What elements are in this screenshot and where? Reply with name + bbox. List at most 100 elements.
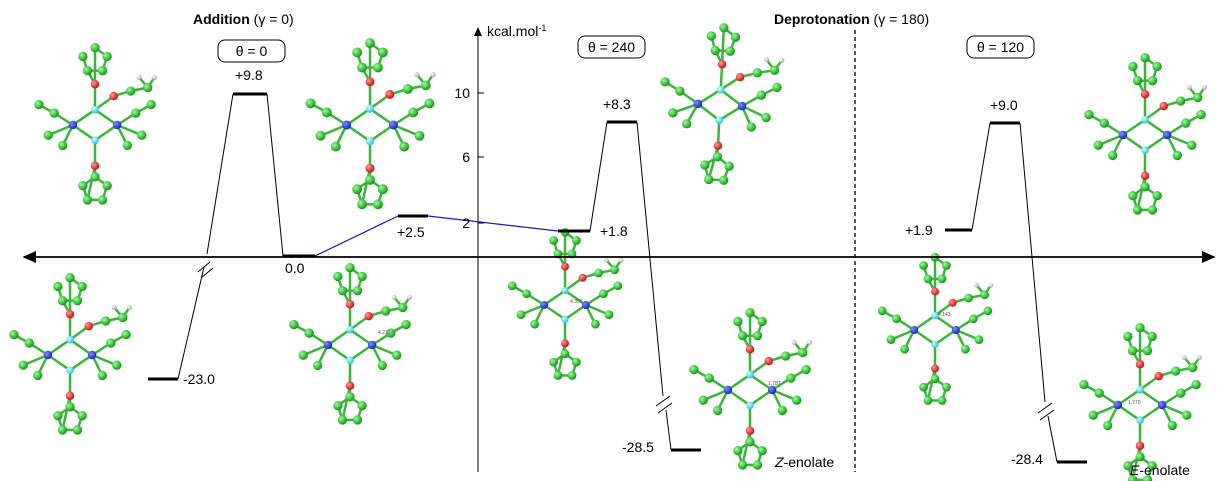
atom — [91, 106, 99, 114]
atom — [98, 66, 107, 75]
atom — [572, 236, 581, 245]
atom — [333, 272, 342, 281]
atom — [561, 287, 568, 294]
atom — [83, 195, 92, 204]
atom — [373, 199, 383, 209]
atom — [322, 107, 332, 117]
atom — [713, 152, 722, 161]
atom — [561, 316, 568, 323]
atom — [357, 272, 366, 281]
atom — [106, 338, 115, 347]
atom — [91, 136, 99, 144]
deprotonation-title: Deprotonation (γ = 180) — [774, 11, 929, 27]
atom — [689, 365, 698, 374]
atom — [338, 415, 347, 424]
atom — [366, 137, 374, 145]
atom — [1128, 62, 1137, 71]
atom — [717, 86, 725, 94]
level-label: -28.4 — [1011, 451, 1043, 467]
atom — [961, 345, 970, 354]
atom — [931, 374, 940, 383]
panel-label: θ = 240 — [588, 39, 635, 55]
atom — [1148, 76, 1157, 85]
atom — [561, 349, 570, 358]
atom — [58, 296, 67, 305]
atom — [713, 406, 722, 415]
atom — [605, 310, 614, 319]
atom — [1133, 205, 1142, 214]
atom — [757, 90, 766, 99]
tick-label: 2 — [462, 215, 470, 231]
level-label: -28.5 — [622, 439, 654, 455]
blue-connector — [315, 216, 558, 256]
molecule — [508, 228, 624, 380]
atom — [540, 301, 548, 309]
atom — [1163, 131, 1172, 140]
atom — [91, 80, 100, 89]
atom — [78, 52, 87, 61]
title-bold: Deprotonation — [774, 11, 870, 27]
atom — [9, 330, 18, 339]
atom — [718, 60, 727, 69]
atom — [415, 131, 425, 141]
atom — [746, 401, 754, 409]
atom — [1133, 76, 1142, 85]
addition-title: Addition (γ = 0) — [193, 11, 294, 27]
atom — [778, 406, 787, 415]
atom — [305, 328, 314, 337]
atom — [582, 301, 590, 309]
atom — [1135, 323, 1144, 332]
atom — [1123, 332, 1132, 341]
tick-label: 6 — [462, 149, 470, 165]
atom — [952, 326, 960, 334]
unit-exponent: -1 — [538, 23, 546, 33]
atom — [801, 365, 810, 374]
atom — [1089, 411, 1098, 420]
unit: kcal.mol — [487, 23, 538, 39]
atom — [385, 90, 394, 99]
atom — [346, 356, 354, 364]
bond — [722, 28, 724, 65]
atom — [919, 261, 928, 270]
atom — [764, 357, 773, 366]
product-label: E-enolate — [1130, 462, 1190, 478]
molecule — [689, 308, 812, 470]
distance-label: 4.143 — [938, 312, 951, 318]
atom — [705, 373, 714, 382]
atom — [1079, 380, 1088, 389]
atom — [25, 338, 34, 347]
atom — [421, 80, 431, 90]
atom — [1141, 172, 1150, 181]
atom — [69, 121, 78, 130]
atom — [779, 58, 784, 63]
atom — [289, 320, 298, 329]
atom — [931, 364, 939, 372]
atom — [719, 176, 728, 185]
molecule — [878, 253, 994, 405]
atom — [768, 386, 777, 395]
atom — [738, 331, 747, 340]
product-italic: Z — [774, 454, 784, 470]
atom — [414, 72, 419, 77]
atom — [1094, 141, 1103, 150]
atom — [726, 46, 735, 55]
atom — [118, 313, 127, 322]
atom — [84, 322, 93, 331]
atom — [910, 326, 918, 334]
atom — [704, 175, 713, 184]
distance-label: 4.232 — [378, 330, 391, 336]
atom — [1148, 205, 1157, 214]
atom — [1140, 53, 1149, 62]
atom — [83, 66, 92, 75]
atom — [316, 131, 326, 141]
atom — [764, 57, 769, 62]
atom — [324, 341, 333, 350]
atom — [770, 66, 779, 75]
atom — [365, 175, 375, 185]
molecules — [9, 23, 1207, 481]
atom — [33, 371, 42, 380]
atom — [78, 181, 87, 190]
atom — [619, 258, 624, 263]
atom — [745, 308, 754, 317]
atom — [357, 401, 366, 410]
